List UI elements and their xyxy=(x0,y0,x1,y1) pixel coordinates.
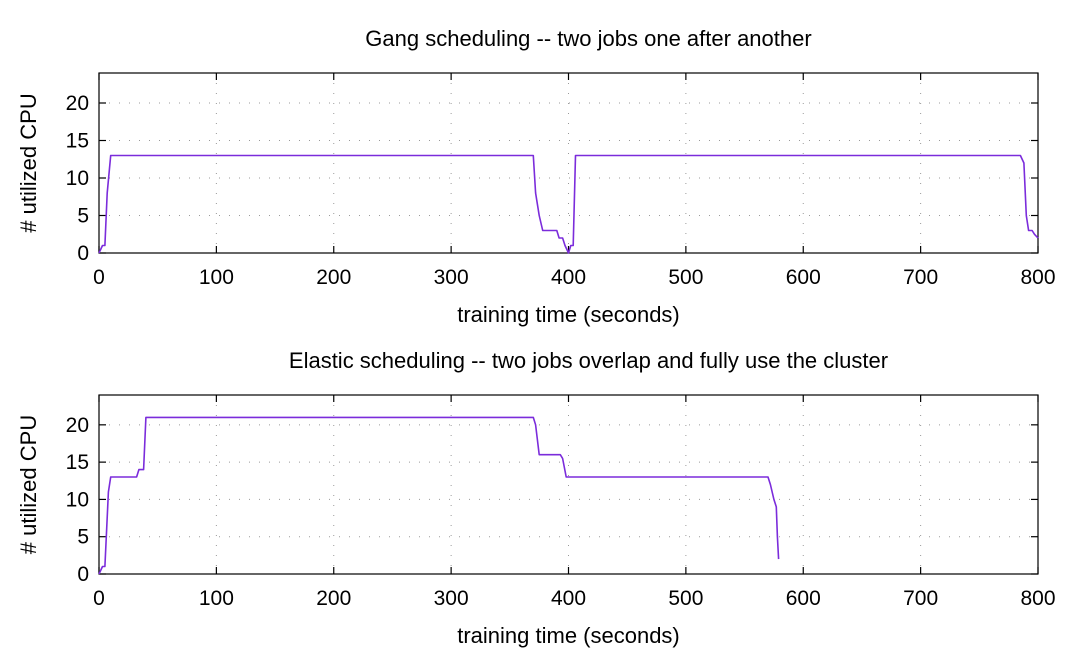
panel-2-y-tick-label-1: 5 xyxy=(77,526,89,549)
panel-2-x-tick-label-2: 200 xyxy=(316,587,351,610)
panel-1-x-tick-label-8: 800 xyxy=(1020,266,1055,289)
panel-2-y-tick-label-3: 15 xyxy=(66,451,89,474)
panel-1-title: Gang scheduling -- two jobs one after an… xyxy=(365,26,811,51)
panel-1-y-tick-label-0: 0 xyxy=(77,242,89,265)
panel-1-y-tick-label-2: 10 xyxy=(66,167,89,190)
panel-2-y-tick-label-0: 0 xyxy=(77,563,89,586)
panel-1-y-tick-label-3: 15 xyxy=(66,130,89,153)
panel-2-x-tick-label-5: 500 xyxy=(668,587,703,610)
panel-2-x-axis-label: training time (seconds) xyxy=(457,623,680,648)
panel-2-x-tick-label-1: 100 xyxy=(199,587,234,610)
panel-1-x-tick-label-5: 500 xyxy=(668,266,703,289)
panel-1-x-tick-label-3: 300 xyxy=(434,266,469,289)
panel-2-y-axis-label: # utilized CPU xyxy=(16,415,41,554)
panel-1-y-axis-label: # utilized CPU xyxy=(16,93,41,232)
panel-2-series-line-1 xyxy=(98,416,780,575)
panel-1-x-tick-label-0: 0 xyxy=(93,266,105,289)
panel-2-x-tick-label-4: 400 xyxy=(551,587,586,610)
panel-2-x-tick-label-8: 800 xyxy=(1020,587,1055,610)
panel-2-title: Elastic scheduling -- two jobs overlap a… xyxy=(289,348,888,373)
panel-1-x-tick-label-4: 400 xyxy=(551,266,586,289)
panel-2-x-tick-label-0: 0 xyxy=(93,587,105,610)
panel-1-x-axis-label: training time (seconds) xyxy=(457,302,680,327)
panel-2-x-tick-label-7: 700 xyxy=(903,587,938,610)
panel-1-x-tick-label-7: 700 xyxy=(903,266,938,289)
panel-2-x-tick-label-3: 300 xyxy=(434,587,469,610)
panel-1-y-tick-label-1: 5 xyxy=(77,205,89,228)
panel-1-x-tick-label-6: 600 xyxy=(786,266,821,289)
panel-2: 0 100 200 300 400 500 600 700 800 0 5 10 15 20 Elastic… xyxy=(16,348,1056,648)
panel-1-series-line-1 xyxy=(98,154,1039,254)
panel-2-y-tick-label-2: 10 xyxy=(66,488,89,511)
panel-1-x-tick-label-2: 200 xyxy=(316,266,351,289)
panel-1-y-tick-label-4: 20 xyxy=(66,92,89,115)
panel-1-x-tick-label-1: 100 xyxy=(199,266,234,289)
panel-1: 0 100 200 300 400 500 600 700 800 0 5 10 15 20 Gang sc… xyxy=(16,26,1056,327)
panel-2-x-tick-label-6: 600 xyxy=(786,587,821,610)
panel-2-plot-frame xyxy=(98,394,1039,575)
panel-2-y-tick-label-4: 20 xyxy=(66,414,89,437)
